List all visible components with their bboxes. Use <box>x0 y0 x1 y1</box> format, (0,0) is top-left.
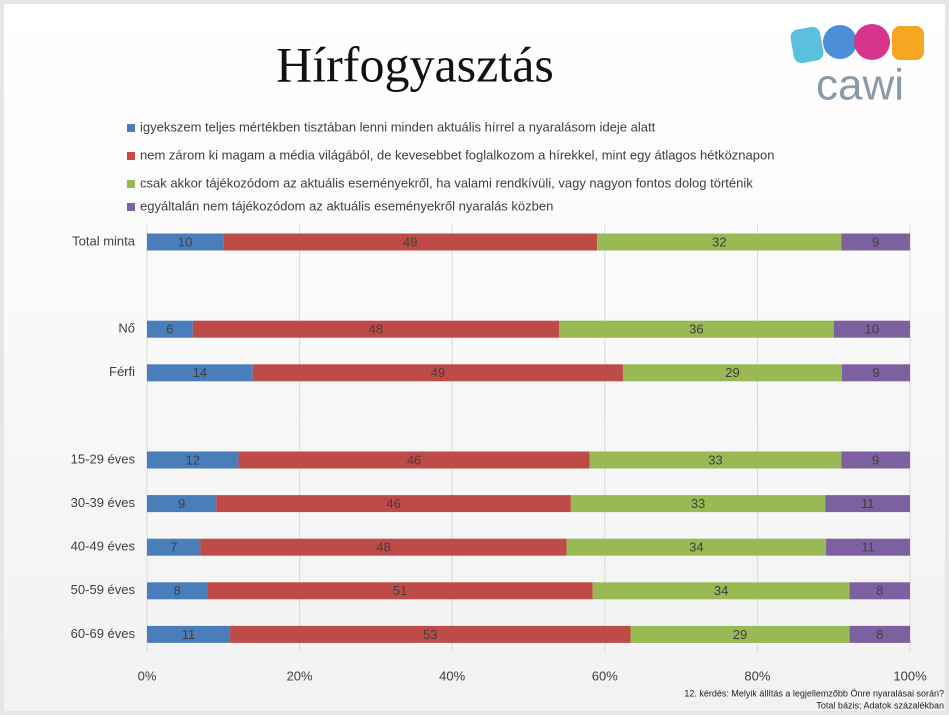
bar-segment <box>147 364 253 382</box>
data-label: 48 <box>376 540 390 555</box>
bar-segment <box>230 625 631 643</box>
legend-label: nem zárom ki magam a média világából, de… <box>140 147 774 162</box>
bar-segment <box>597 233 842 251</box>
bar-segment <box>216 495 571 513</box>
data-label: 8 <box>876 583 883 598</box>
bar-segment <box>589 451 842 469</box>
bar-segment <box>147 451 239 469</box>
y-tick-label: Nő <box>118 321 135 336</box>
data-label: 29 <box>733 627 747 642</box>
footnote: 12. kérdés: Melyik állítás a legjellemző… <box>684 688 944 698</box>
logo-bubble <box>854 24 890 60</box>
data-label: 7 <box>170 540 177 555</box>
data-label: 10 <box>178 234 192 249</box>
data-label: 48 <box>369 322 383 337</box>
logo-bubble <box>892 26 924 60</box>
y-tick-label: 15-29 éves <box>71 451 136 466</box>
data-label: 8 <box>876 627 883 642</box>
data-label: 51 <box>393 583 407 598</box>
logo-bubble <box>823 25 857 59</box>
data-label: 32 <box>712 234 726 249</box>
bar-segment <box>238 451 590 469</box>
bar-segment <box>207 582 593 600</box>
x-tick-label: 60% <box>592 668 618 683</box>
bar-segment <box>826 538 910 556</box>
y-tick-label: 40-49 éves <box>71 539 136 554</box>
legend-label: csak akkor tájékozódom az aktuális esemé… <box>140 175 753 190</box>
logo-bubble <box>790 26 824 64</box>
legend-label: egyáltalán nem tájékozódom az aktuális e… <box>140 198 553 213</box>
y-tick-label: 30-39 éves <box>71 495 136 510</box>
data-label: 9 <box>872 365 879 380</box>
data-label: 49 <box>403 234 417 249</box>
data-label: 29 <box>725 365 739 380</box>
data-label: 34 <box>714 583 728 598</box>
bar-segment <box>849 582 910 600</box>
chart-title: Hírfogyasztás <box>276 36 554 92</box>
y-tick-label: Total minta <box>72 233 136 248</box>
bar-segment <box>566 538 827 556</box>
bar-segment <box>842 364 910 382</box>
x-tick-label: 100% <box>893 668 927 683</box>
bar-segment <box>570 495 826 513</box>
y-tick-label: 50-59 éves <box>71 582 136 597</box>
bar-segment <box>849 625 910 643</box>
bar-segment <box>833 320 910 338</box>
data-label: 53 <box>423 627 437 642</box>
legend-swatch <box>127 180 135 188</box>
x-tick-label: 40% <box>439 668 465 683</box>
data-label: 34 <box>689 540 703 555</box>
bar-segment <box>147 582 208 600</box>
data-label: 11 <box>861 540 875 555</box>
bar-segment <box>622 364 843 382</box>
bar-segment <box>841 233 910 251</box>
data-label: 49 <box>431 365 445 380</box>
data-label: 33 <box>708 452 722 467</box>
legend-swatch <box>127 152 135 160</box>
bar-segment <box>147 233 224 251</box>
bar-segment <box>630 625 850 643</box>
y-tick-label: 60-69 éves <box>71 626 136 641</box>
x-tick-label: 0% <box>138 668 157 683</box>
data-label: 14 <box>193 365 207 380</box>
bar-segment <box>147 538 201 556</box>
data-label: 11 <box>861 496 875 511</box>
legend-swatch <box>127 203 135 211</box>
bar-segment <box>192 320 560 338</box>
bar-segment <box>147 625 231 643</box>
slide <box>4 4 945 711</box>
bar-segment <box>252 364 623 382</box>
data-label: 9 <box>872 234 879 249</box>
legend-label: igyekszem teljes mértékben tisztában len… <box>140 119 656 134</box>
bar-segment <box>200 538 567 556</box>
bar-segment <box>147 495 217 513</box>
data-label: 12 <box>186 452 200 467</box>
footnote: Total bázis; Adatok százalékban <box>816 700 944 710</box>
data-label: 33 <box>691 496 705 511</box>
data-label: 46 <box>386 496 400 511</box>
data-label: 6 <box>166 322 173 337</box>
x-tick-label: 80% <box>744 668 770 683</box>
bar-segment <box>223 233 598 251</box>
data-label: 11 <box>182 627 196 642</box>
bar-segment <box>825 495 910 513</box>
legend-swatch <box>127 124 135 132</box>
data-label: 36 <box>689 322 703 337</box>
data-label: 46 <box>407 452 421 467</box>
bar-segment <box>592 582 850 600</box>
logo-text: cawi <box>816 61 904 110</box>
data-label: 9 <box>178 496 185 511</box>
data-label: 8 <box>174 583 181 598</box>
bar-segment <box>559 320 834 338</box>
bar-segment <box>841 451 910 469</box>
x-tick-label: 20% <box>287 668 313 683</box>
data-label: 9 <box>872 452 879 467</box>
data-label: 10 <box>865 322 879 337</box>
bar-segment <box>147 320 193 338</box>
y-tick-label: Férfi <box>109 364 135 379</box>
logo: cawi <box>790 24 924 110</box>
